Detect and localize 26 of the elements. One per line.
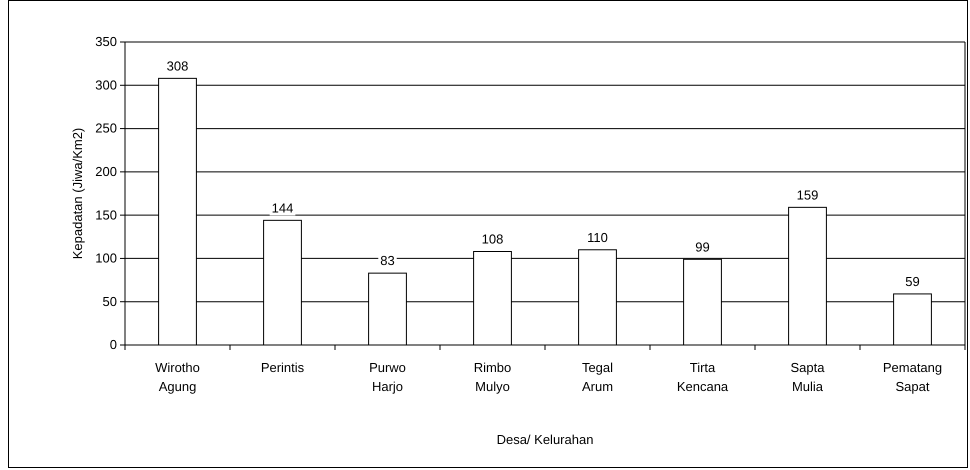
- y-tick-label: 300: [95, 77, 117, 92]
- x-axis-title: Desa/ Kelurahan: [496, 432, 594, 447]
- x-tick-label: Sapta Mulia: [790, 360, 826, 394]
- data-label: 308: [166, 58, 188, 74]
- x-tick-label: Tegal Arum: [582, 360, 614, 394]
- data-label: 110: [587, 230, 608, 245]
- x-tick-label: Perintis: [260, 360, 305, 375]
- data-label: 83: [380, 253, 395, 268]
- x-tick-label: Pematang Sapat: [882, 360, 942, 394]
- data-label: 144: [272, 200, 294, 216]
- data-label: 99: [695, 239, 710, 254]
- y-axis-title: Kepadatan (Jiwa/Km2): [70, 128, 85, 260]
- y-tick-label: 250: [95, 120, 117, 136]
- y-tick-label: 50: [102, 294, 117, 309]
- y-tick-label: 0: [110, 337, 117, 352]
- x-tick-label: Rimbo Mulyo: [474, 360, 512, 394]
- data-label: 59: [905, 274, 920, 289]
- data-label: 159: [796, 187, 818, 202]
- y-tick-label: 150: [95, 207, 117, 222]
- y-tick-label: 350: [95, 34, 117, 50]
- x-tick-label: Purwo Harjo: [369, 360, 406, 394]
- y-tick-label: 200: [95, 164, 117, 180]
- y-tick-label: 100: [95, 250, 117, 266]
- data-label: 108: [482, 232, 504, 247]
- x-tick-label: Tirta Kencana: [676, 360, 729, 394]
- x-tick-label: Wirotho Agung: [155, 360, 200, 394]
